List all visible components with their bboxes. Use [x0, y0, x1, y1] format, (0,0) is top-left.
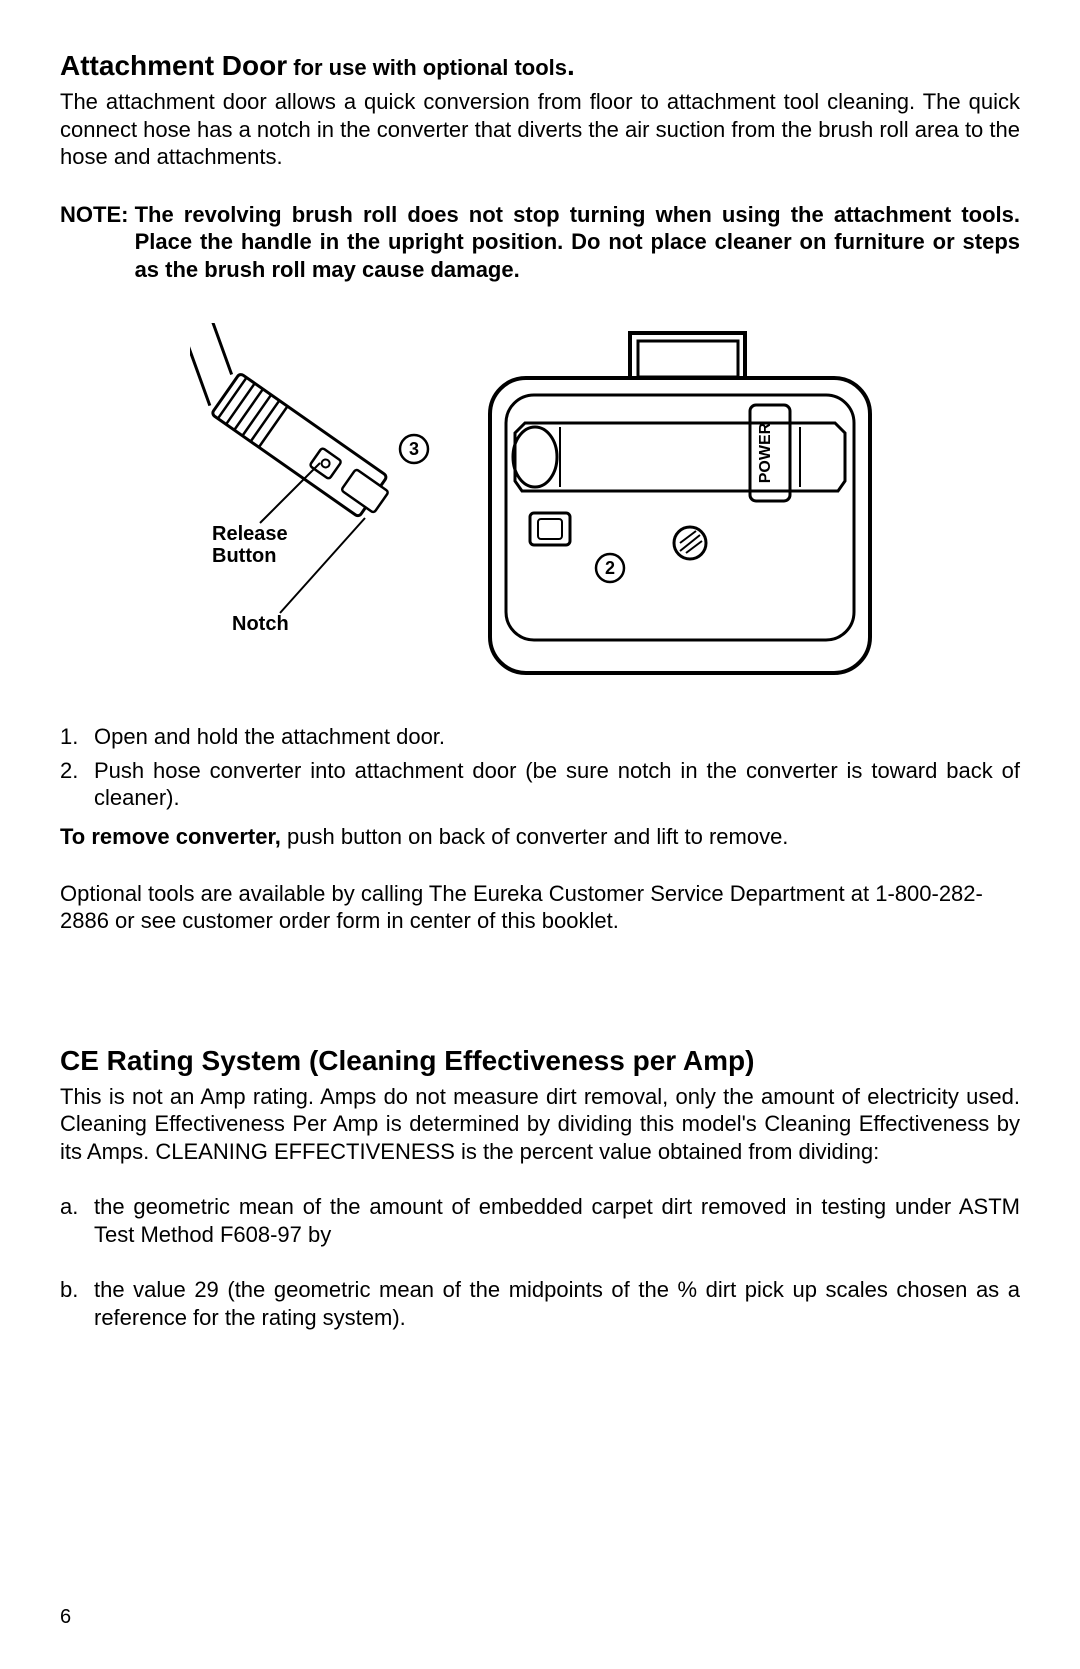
step-number: 2. — [60, 757, 94, 812]
step-number: 1. — [60, 723, 94, 751]
item-text: the geometric mean of the amount of embe… — [94, 1193, 1020, 1248]
list-item: 2. Push hose converter into attachment d… — [60, 757, 1020, 812]
attachment-period: . — [567, 50, 575, 81]
attachment-title: Attachment Door — [60, 50, 287, 81]
attachment-steps: 1. Open and hold the attachment door. 2.… — [60, 723, 1020, 812]
ce-list: a. the geometric mean of the amount of e… — [60, 1193, 1020, 1331]
ce-heading: CE Rating System (Cleaning Effectiveness… — [60, 1045, 1020, 1077]
label-notch: Notch — [232, 613, 289, 635]
attachment-heading-line: Attachment Door for use with optional to… — [60, 50, 1020, 82]
attachment-figure: POWER 2 — [190, 323, 890, 693]
list-item: 1. Open and hold the attachment door. — [60, 723, 1020, 751]
remove-bold: To remove converter, — [60, 824, 281, 849]
list-item: a. the geometric mean of the amount of e… — [60, 1193, 1020, 1248]
step-text: Push hose converter into attachment door… — [94, 757, 1020, 812]
item-letter: a. — [60, 1193, 94, 1248]
optional-tools-text: Optional tools are available by calling … — [60, 880, 1020, 935]
ce-intro: This is not an Amp rating. Amps do not m… — [60, 1083, 1020, 1166]
list-item: b. the value 29 (the geometric mean of t… — [60, 1276, 1020, 1331]
page-number: 6 — [60, 1606, 71, 1629]
power-label: POWER — [757, 422, 774, 483]
remove-rest: push button on back of converter and lif… — [281, 824, 789, 849]
item-text: the value 29 (the geometric mean of the … — [94, 1276, 1020, 1331]
item-letter: b. — [60, 1276, 94, 1331]
callout-2: 2 — [605, 558, 615, 578]
note-block: NOTE: The revolving brush roll does not … — [60, 201, 1020, 284]
label-release-button: Release Button — [212, 523, 288, 567]
attachment-subtitle: for use with optional tools — [287, 55, 567, 80]
step-text: Open and hold the attachment door. — [94, 723, 1020, 751]
remove-converter-line: To remove converter, push button on back… — [60, 824, 1020, 850]
callout-3: 3 — [409, 439, 419, 459]
note-text: The revolving brush roll does not stop t… — [135, 201, 1020, 284]
note-label: NOTE: — [60, 201, 135, 284]
page-container: Attachment Door for use with optional to… — [0, 0, 1080, 1399]
attachment-intro: The attachment door allows a quick conve… — [60, 88, 1020, 171]
